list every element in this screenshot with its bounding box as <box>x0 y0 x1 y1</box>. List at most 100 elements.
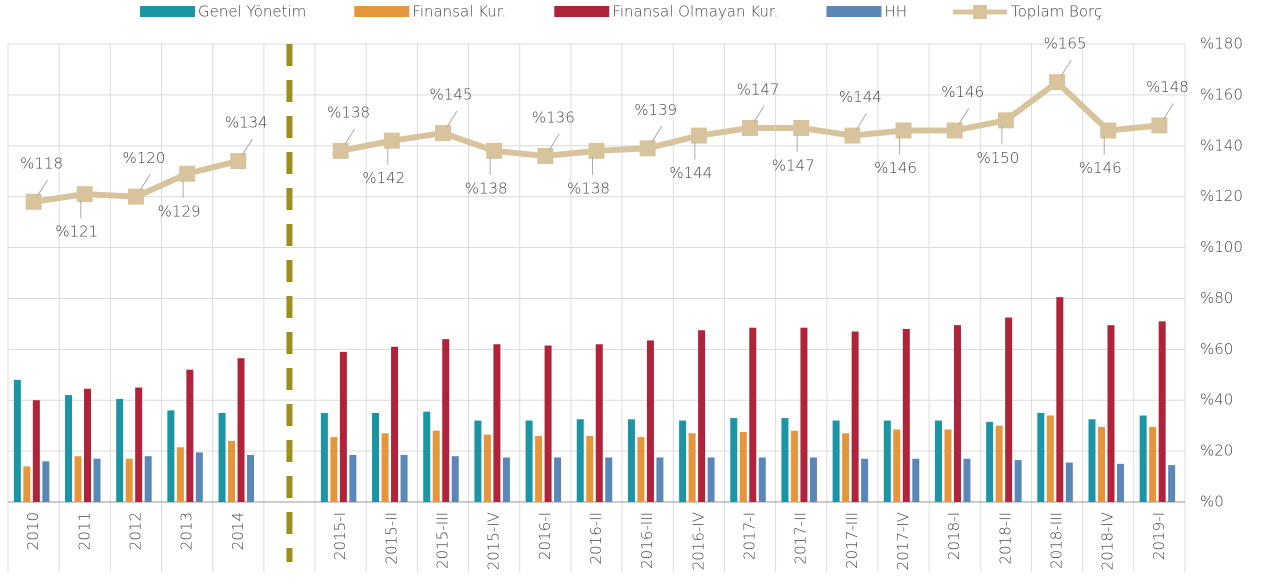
bar <box>605 457 613 502</box>
bar <box>739 432 747 502</box>
line-marker <box>127 188 144 205</box>
bar <box>93 458 101 502</box>
bar <box>391 346 399 502</box>
bar <box>195 452 203 502</box>
bar <box>995 425 1003 502</box>
bar <box>432 430 440 502</box>
x-tick-label: 2013 <box>178 512 196 550</box>
data-label: %146 <box>1079 159 1122 177</box>
line-marker <box>537 147 554 164</box>
x-tick-label: 2016-I <box>536 512 554 560</box>
bar <box>372 412 380 502</box>
bar <box>1037 412 1045 502</box>
data-label: %134 <box>225 114 268 132</box>
data-label: %147 <box>737 80 780 98</box>
data-label: %138 <box>567 179 610 197</box>
data-label: %148 <box>1146 78 1189 96</box>
legend-label: HH <box>884 3 907 21</box>
x-tick-label: 2015-I <box>331 512 349 560</box>
bar <box>400 454 408 502</box>
data-label: %138 <box>327 103 370 121</box>
line-marker <box>486 142 503 159</box>
bar <box>442 339 450 502</box>
line-marker <box>997 112 1014 129</box>
data-label: %136 <box>532 108 575 126</box>
bar <box>525 420 533 502</box>
bar <box>1139 415 1147 502</box>
x-tick-label: 2012 <box>126 512 144 550</box>
label-leader <box>1162 103 1174 120</box>
bar <box>1088 419 1096 502</box>
bar <box>535 435 543 502</box>
data-label: %138 <box>465 179 508 197</box>
bar <box>1046 415 1054 502</box>
data-label: %139 <box>634 101 677 119</box>
data-label: %120 <box>122 149 165 167</box>
bar <box>963 458 971 502</box>
x-tick-label: 2017-II <box>792 512 810 564</box>
legend-swatch <box>826 6 882 17</box>
bar <box>144 456 152 502</box>
bar <box>586 435 594 502</box>
bar <box>218 412 226 502</box>
bar <box>851 331 859 502</box>
bar <box>986 421 994 502</box>
x-tick-label: 2018-IV <box>1099 512 1117 570</box>
bar <box>912 458 920 502</box>
line-marker <box>1100 122 1117 139</box>
bar <box>595 344 603 502</box>
bar <box>135 387 143 502</box>
x-tick-label: 2015-IV <box>485 512 503 570</box>
x-tick-label: 2015-III <box>433 512 451 569</box>
line-marker <box>639 140 656 157</box>
bar <box>167 410 175 502</box>
bar <box>125 458 133 502</box>
bar <box>84 388 92 502</box>
line-marker <box>793 119 810 136</box>
bar <box>781 418 789 502</box>
y-tick-label: %60 <box>1200 340 1233 358</box>
data-label: %145 <box>430 86 473 104</box>
line-marker <box>76 186 93 203</box>
bar <box>23 466 31 502</box>
line-marker <box>742 119 759 136</box>
bar <box>339 351 347 502</box>
bar <box>330 437 338 502</box>
legend-label: Finansal Kur. <box>412 3 506 21</box>
bar <box>698 330 706 502</box>
data-label: %150 <box>976 149 1019 167</box>
bar <box>576 419 584 502</box>
bar <box>423 411 431 502</box>
x-tick-label: 2011 <box>75 512 93 550</box>
data-label: %146 <box>941 83 984 101</box>
bar <box>883 420 891 502</box>
bar <box>749 327 757 502</box>
legend-swatch <box>973 5 987 19</box>
bar <box>502 457 510 502</box>
bar <box>1097 426 1105 502</box>
legend-label: Genel Yönetim <box>198 3 306 21</box>
y-tick-label: %20 <box>1200 442 1233 460</box>
x-tick-label: 2017-I <box>741 512 759 560</box>
line-marker <box>588 142 605 159</box>
bar <box>637 437 645 502</box>
x-tick-label: 2014 <box>229 512 247 550</box>
y-tick-label: %0 <box>1200 493 1224 511</box>
bar <box>832 420 840 502</box>
bar <box>688 433 696 502</box>
x-tick-label: 2018-III <box>1048 512 1066 569</box>
bar <box>176 447 184 502</box>
bar <box>1168 465 1176 502</box>
y-tick-label: %120 <box>1200 187 1243 205</box>
x-tick-label: 2018-II <box>996 512 1014 564</box>
data-label: %121 <box>55 223 98 241</box>
bar <box>349 454 357 502</box>
label-leader <box>37 179 49 197</box>
line-marker <box>434 125 451 142</box>
y-tick-label: %160 <box>1200 85 1243 103</box>
bar <box>1056 297 1064 502</box>
x-tick-label: 2018-I <box>945 512 963 560</box>
bar <box>1107 325 1115 502</box>
y-tick-label: %180 <box>1200 35 1243 53</box>
bar <box>730 418 738 502</box>
